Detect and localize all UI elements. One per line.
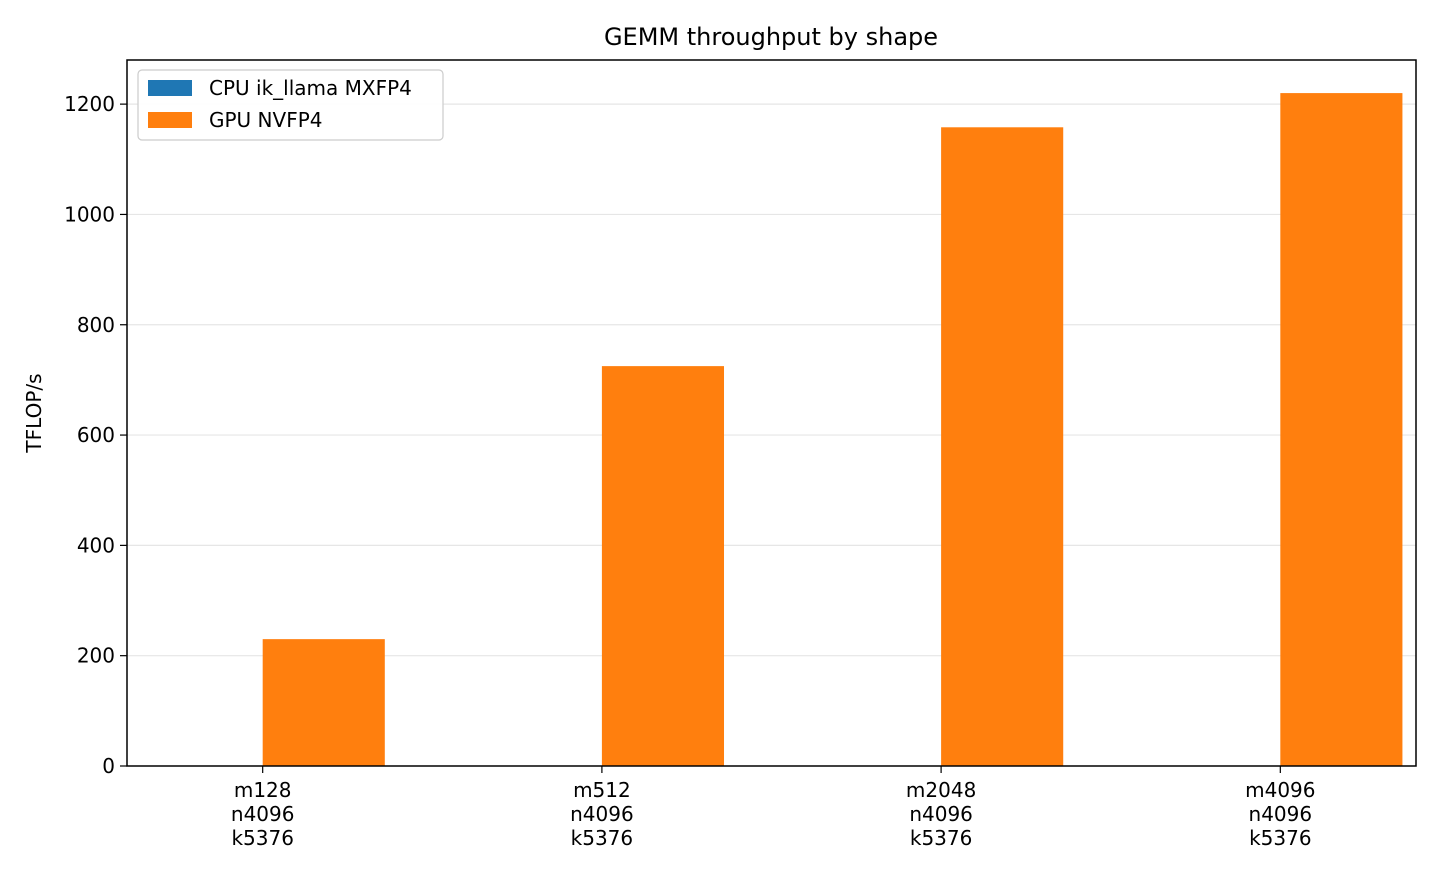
bar-gpu-3 (1280, 93, 1403, 766)
y-tick-label: 1200 (64, 92, 115, 116)
legend-swatch-0 (148, 80, 192, 96)
x-tick-label: m4096 (1245, 778, 1315, 802)
y-tick-label: 800 (77, 313, 115, 337)
legend-swatch-1 (148, 112, 192, 128)
bar-gpu-0 (262, 639, 385, 766)
x-tick-label: k5376 (231, 826, 293, 850)
x-tick-label: k5376 (910, 826, 972, 850)
y-tick-label: 200 (77, 644, 115, 668)
legend-box (137, 69, 444, 141)
plot-frame (126, 59, 1417, 767)
bar-gpu-2 (941, 127, 1064, 766)
bar-gpu-1 (601, 366, 725, 766)
y-tick-label: 1000 (64, 202, 115, 226)
x-tick-label: n4096 (1249, 802, 1313, 826)
y-tick-label: 0 (102, 754, 115, 778)
x-tick-label: n4096 (909, 802, 973, 826)
x-tick-label: k5376 (1249, 826, 1311, 850)
bars (262, 93, 1403, 766)
x-tick-label: m128 (234, 778, 292, 802)
x-axis: m128n4096k5376m512n4096k5376m2048n4096k5… (231, 766, 1316, 850)
y-axis-label: TFLOP/s (22, 373, 46, 453)
x-tick-label: n4096 (231, 802, 295, 826)
x-tick-label: k5376 (571, 826, 633, 850)
chart-title: GEMM throughput by shape (604, 23, 938, 51)
x-tick-label: m2048 (906, 778, 976, 802)
x-tick-label: m512 (573, 778, 631, 802)
x-tick-label: n4096 (570, 802, 634, 826)
y-tick-label: 400 (77, 533, 115, 557)
legend-label-0: CPU ik_llama MXFP4 (209, 76, 412, 100)
legend: CPU ik_llama MXFP4 GPU NVFP4 (137, 69, 444, 141)
y-axis: 0 200 400 600 800 1000 1200 (64, 92, 127, 778)
y-tick-label: 600 (77, 423, 115, 447)
legend-label-1: GPU NVFP4 (209, 108, 323, 132)
